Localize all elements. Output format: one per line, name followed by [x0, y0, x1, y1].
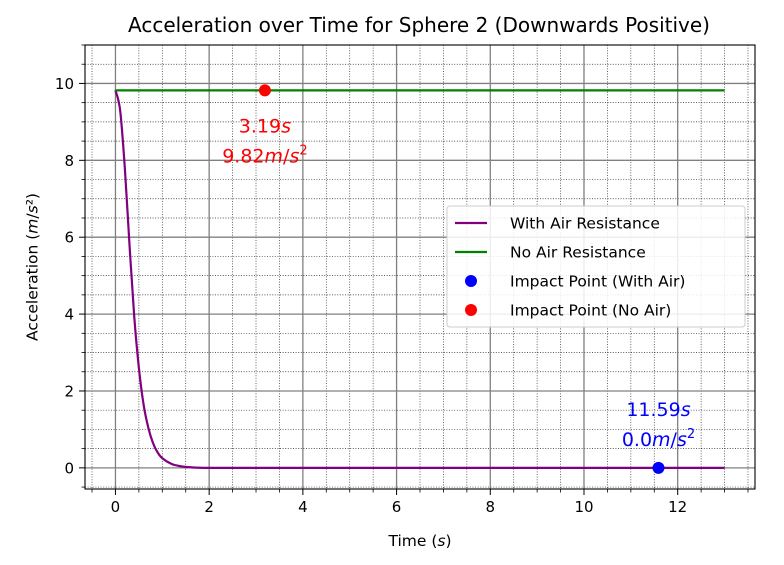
annotation-time: 3.19s — [239, 115, 291, 137]
point-impact-point-no-air — [258, 84, 271, 97]
chart-title: Acceleration over Time for Sphere 2 (Dow… — [128, 13, 710, 37]
x-tick-label: 0 — [111, 498, 121, 516]
x-tick-label: 10 — [574, 498, 593, 516]
x-tick-label: 2 — [204, 498, 214, 516]
legend-swatch-impact-point-no-air — [465, 304, 477, 316]
annotation-acceleration: 0.0m/s2 — [622, 427, 695, 451]
x-axis-label: Time (s) — [387, 532, 451, 550]
tick-layer: 0 2 4 6 8 10 12 0 2 4 6 8 10 — [55, 44, 749, 516]
y-tick-label: 8 — [64, 152, 74, 170]
y-axis-label: Acceleration (m/s²) — [23, 193, 41, 341]
x-tick-label: 6 — [392, 498, 402, 516]
legend-label: No Air Resistance — [510, 244, 646, 262]
series-line-with-air-resistance — [114, 90, 725, 469]
y-tick-label: 4 — [64, 306, 74, 324]
legend-label: Impact Point (With Air) — [510, 273, 685, 291]
x-tick-label: 12 — [668, 498, 687, 516]
y-tick-label: 2 — [64, 382, 74, 400]
annotation-layer: 3.19s 9.82m/s2 11.59s 0.0m/s2 — [222, 115, 695, 450]
legend-label: Impact Point (No Air) — [510, 302, 671, 320]
x-tick-label: 8 — [486, 498, 496, 516]
y-tick-label: 10 — [55, 75, 74, 93]
point-impact-point-with-air — [652, 461, 665, 474]
annotation-acceleration: 9.82m/s2 — [222, 143, 307, 167]
legend-label: With Air Resistance — [510, 215, 660, 233]
annotation-time: 11.59s — [626, 399, 690, 421]
legend-box — [446, 205, 746, 328]
x-tick-label: 4 — [298, 498, 308, 516]
legend: With Air Resistance No Air Resistance Impa… — [446, 205, 746, 328]
y-tick-label: 6 — [64, 229, 74, 247]
legend-swatch-impact-point-with-air — [465, 275, 477, 287]
y-tick-label: 0 — [64, 459, 74, 477]
series-layer — [114, 84, 725, 474]
